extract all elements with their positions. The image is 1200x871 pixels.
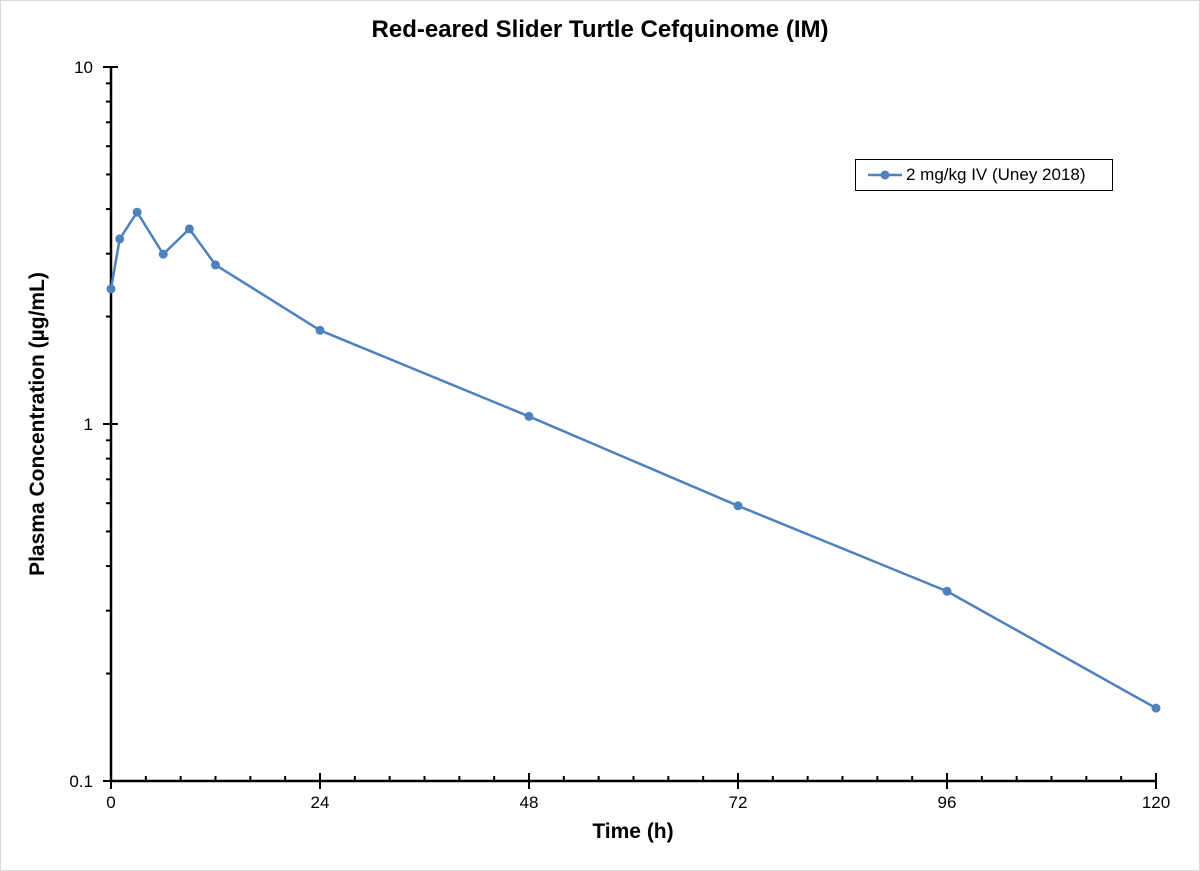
data-point-marker	[158, 249, 168, 259]
x-axis-title: Time (h)	[592, 820, 674, 843]
y-tick-label: 10	[74, 58, 93, 77]
data-point-marker	[211, 260, 220, 270]
x-tick-label: 0	[106, 793, 115, 812]
x-tick-label: 96	[938, 793, 957, 812]
axes: 0.1 1 10 0 24 48 72 96 120	[69, 58, 1170, 812]
data-point-marker	[733, 501, 743, 511]
data-point-marker	[184, 224, 194, 234]
data-point-marker	[942, 586, 952, 596]
x-tick-label: 72	[729, 793, 748, 812]
series-line	[109, 210, 1157, 710]
legend-label: 2 mg/kg IV (Uney 2018)	[906, 165, 1086, 184]
data-series	[106, 207, 1161, 713]
chart-title: Red-eared Slider Turtle Cefquinome (IM)	[371, 16, 829, 43]
data-point-marker	[524, 411, 534, 421]
y-tick-label: 1	[84, 415, 93, 434]
data-point-marker	[132, 207, 142, 217]
y-axis-title: Plasma Concentration (µg/mL)	[26, 272, 49, 576]
x-tick-label: 120	[1142, 793, 1170, 812]
y-tick-label: 0.1	[69, 772, 93, 791]
data-point-marker	[1151, 703, 1161, 713]
data-point-marker	[106, 284, 116, 294]
data-point-marker	[315, 325, 325, 335]
x-tick-label: 24	[311, 793, 330, 812]
data-point-marker	[115, 234, 125, 244]
legend-line-marker-icon	[868, 170, 902, 180]
x-tick-label: 48	[520, 793, 539, 812]
legend: 2 mg/kg IV (Uney 2018)	[855, 159, 1113, 191]
